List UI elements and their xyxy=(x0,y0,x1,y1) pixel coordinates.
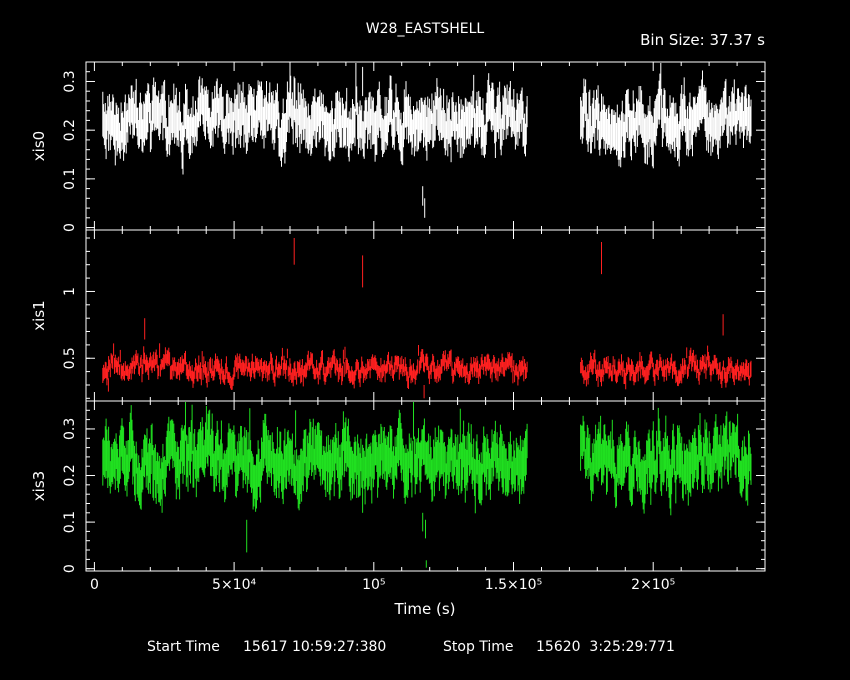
y-tick-label: 0 xyxy=(62,223,78,232)
x-tick-label: 5×10⁴ xyxy=(212,577,256,593)
xis3-frame xyxy=(85,400,766,572)
x-tick-labels: 0 5×10⁴ 10⁵ 1.5×10⁵ 2×10⁵ xyxy=(90,577,675,593)
xis0-y-axis: 0 0.1 0.2 0.3 xyxy=(62,61,765,232)
stop-time-label: Stop Time xyxy=(443,639,514,655)
y-tick-label: 0.3 xyxy=(62,70,78,92)
xis0-series xyxy=(102,63,752,218)
xis1-axis-label: xis1 xyxy=(30,300,48,330)
y-tick-label: 0.5 xyxy=(62,347,78,369)
x-axis-label: Time (s) xyxy=(394,600,456,618)
y-tick-label: 0.1 xyxy=(62,511,78,533)
xis0-x-ticks xyxy=(93,62,738,230)
xis1-series xyxy=(102,238,752,399)
y-tick-label: 0.1 xyxy=(62,168,78,190)
panel-xis0: 0 0.1 0.2 0.3 xis0 xyxy=(30,61,766,232)
panel-xis3: 0 0.1 0.2 0.3 xis3 xyxy=(30,400,766,573)
stop-time-value: 15620 3:25:29:771 xyxy=(536,639,675,655)
bin-size-label: Bin Size: 37.37 s xyxy=(640,31,765,49)
xis3-series xyxy=(102,402,752,568)
chart-title: W28_EASTSHELL xyxy=(366,21,485,37)
start-time-label: Start Time xyxy=(147,639,220,655)
start-time-value: 15617 10:59:27:380 xyxy=(243,639,386,655)
xis3-x-ticks xyxy=(93,401,738,571)
y-tick-label: 0.2 xyxy=(62,119,78,141)
y-tick-label: 0.2 xyxy=(62,464,78,486)
xis0-axis-label: xis0 xyxy=(30,131,48,161)
x-tick-label: 2×10⁵ xyxy=(631,577,675,593)
x-tick-label: 10⁵ xyxy=(362,577,385,593)
x-tick-label: 0 xyxy=(90,577,99,593)
xis1-x-ticks xyxy=(93,230,738,401)
xis3-axis-label: xis3 xyxy=(30,471,48,501)
y-tick-label: 1 xyxy=(62,287,78,296)
xis1-y-axis: 0.51 xyxy=(62,237,765,399)
xis3-y-axis: 0 0.1 0.2 0.3 xyxy=(62,400,765,573)
x-tick-label: 1.5×10⁵ xyxy=(485,577,542,593)
y-tick-label: 0.3 xyxy=(62,418,78,440)
y-tick-label: 0 xyxy=(62,564,78,573)
